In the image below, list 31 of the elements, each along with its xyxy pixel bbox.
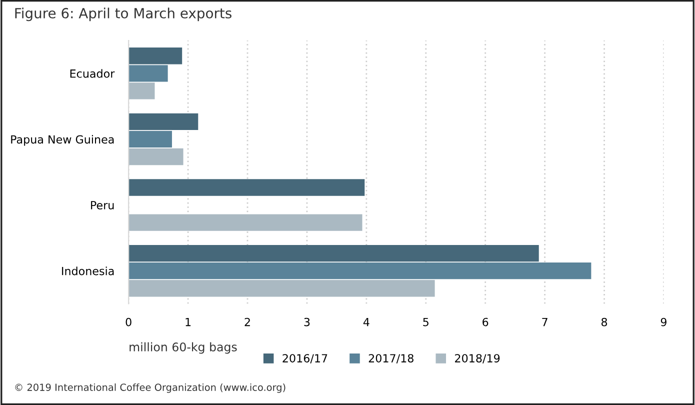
- y-tick-label: Indonesia: [62, 266, 114, 276]
- bar: [128, 280, 435, 297]
- x-axis-title: million 60-kg bags: [130, 342, 237, 354]
- y-tick-label: Ecuador: [70, 69, 115, 78]
- chart-title: Figure 6: April to March exports: [15, 8, 232, 22]
- bar: [128, 113, 198, 130]
- x-tick-label: 5: [423, 318, 428, 326]
- legend-label: 2017/18: [368, 354, 414, 364]
- y-tick-label: Peru: [91, 201, 114, 210]
- bar: [128, 179, 365, 196]
- bar: [128, 48, 182, 64]
- x-tick-label: 7: [542, 318, 548, 326]
- bar: [128, 244, 539, 262]
- x-tick-label: 4: [363, 318, 370, 326]
- x-tick-label: 1: [186, 318, 191, 326]
- x-tick-label: 2: [244, 318, 250, 326]
- legend-label: 2018/19: [455, 354, 500, 364]
- bar: [128, 130, 172, 148]
- x-tick-label: 9: [660, 318, 666, 326]
- bar: [128, 262, 592, 280]
- y-tick-label: Papua New Guinea: [11, 134, 114, 146]
- x-tick-label: 3: [304, 318, 310, 326]
- bar: [128, 214, 362, 231]
- x-tick-label: 0: [126, 318, 132, 326]
- bar: [128, 65, 168, 82]
- text: © 2019 International Coffee Organization (www.ico.org): [15, 383, 286, 393]
- bar: [128, 148, 184, 166]
- x-tick-label: 6: [482, 318, 488, 326]
- legend-label: 2016/17: [282, 354, 328, 364]
- x-tick-label: 8: [601, 318, 608, 326]
- bar: [128, 82, 155, 100]
